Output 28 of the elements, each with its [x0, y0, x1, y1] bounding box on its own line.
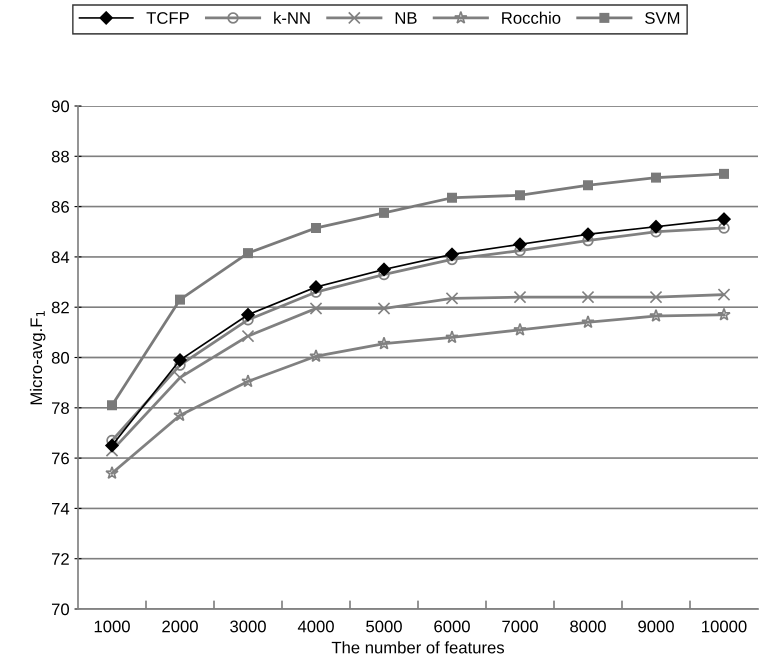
y-tick-label: 90 — [52, 100, 70, 112]
legend-label: Rocchio — [502, 12, 560, 24]
y-tick-label: 76 — [52, 452, 69, 464]
y-tick-label: 78 — [52, 402, 69, 414]
x-tick-label: 4000 — [298, 620, 334, 632]
y-tick-label: 88 — [52, 150, 69, 163]
y-axis-title: Micro-avg.F$_{1}$ — [30, 311, 46, 404]
y-tick-label: 82 — [52, 302, 69, 314]
y-tick-label: 84 — [52, 251, 70, 264]
y-tick-label: 70 — [52, 603, 70, 616]
x-tick-label: 9000 — [638, 620, 674, 632]
x-tick-label: 8000 — [570, 620, 606, 632]
legend-label: TCFP — [146, 12, 189, 24]
x-tick-label: 5000 — [366, 620, 402, 632]
x-tick-label: 6000 — [434, 620, 470, 632]
x-tick-label: 3000 — [230, 620, 266, 632]
x-tick-label: 1000 — [94, 620, 130, 632]
y-tick-label: 86 — [52, 201, 69, 213]
x-tick-label: 7000 — [502, 620, 538, 632]
y-tick-label: 72 — [52, 553, 69, 565]
x-tick-label: 10000 — [702, 620, 747, 632]
legend-label: SVM — [645, 12, 680, 24]
y-tick-label: 74 — [52, 502, 70, 514]
legend-label: NB — [396, 12, 417, 24]
legend-label: k-NN — [274, 12, 310, 24]
x-tick-label: 2000 — [162, 620, 198, 632]
x-axis-title: The number of features — [332, 641, 504, 654]
y-tick-label: 80 — [52, 352, 70, 364]
